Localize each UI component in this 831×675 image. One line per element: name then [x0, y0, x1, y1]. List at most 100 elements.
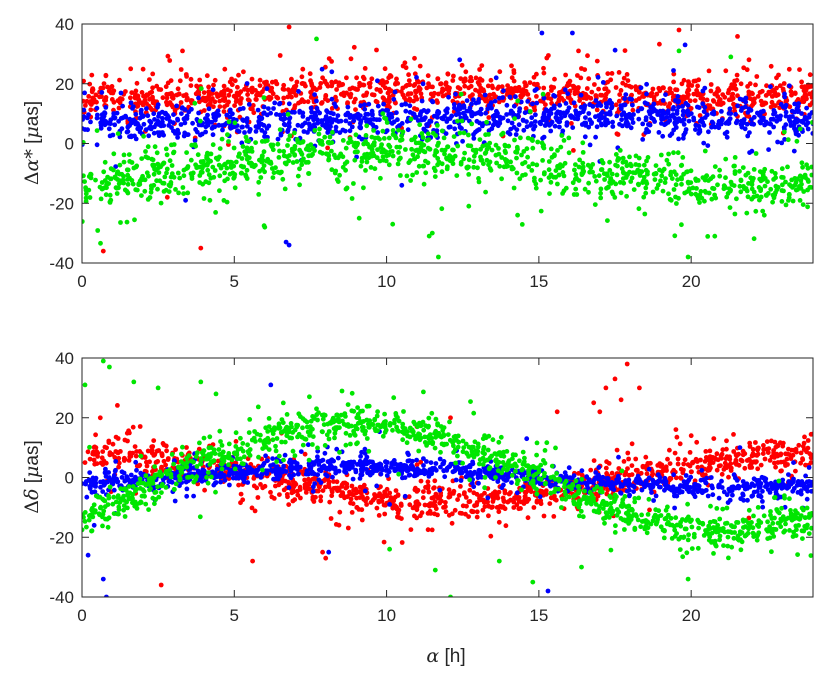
data-point	[386, 96, 392, 101]
data-point	[256, 179, 262, 185]
data-point	[379, 142, 384, 148]
data-point	[221, 83, 227, 89]
data-point	[631, 112, 636, 117]
data-point	[188, 157, 194, 163]
data-point	[309, 109, 314, 115]
data-point	[496, 509, 502, 515]
data-point	[810, 100, 813, 105]
data-point	[82, 98, 86, 104]
data-point	[500, 130, 506, 136]
data-point	[535, 139, 541, 145]
data-point	[382, 85, 388, 91]
data-point	[527, 109, 533, 114]
data-point	[609, 470, 615, 476]
data-point	[756, 445, 761, 451]
data-point	[648, 104, 653, 110]
data-point	[112, 174, 118, 180]
data-point	[163, 462, 169, 468]
data-point	[409, 146, 414, 152]
data-point	[344, 75, 349, 81]
data-point	[681, 122, 687, 127]
data-point	[295, 492, 301, 498]
data-point	[717, 173, 723, 179]
data-point	[773, 464, 778, 470]
data-point	[110, 132, 116, 138]
data-point	[452, 153, 458, 159]
data-point	[497, 114, 503, 120]
data-point	[125, 124, 131, 130]
data-point	[372, 166, 378, 172]
data-point	[810, 131, 813, 136]
data-point	[111, 167, 116, 173]
data-point	[428, 501, 434, 506]
data-point	[254, 485, 260, 491]
data-point	[419, 131, 425, 136]
data-point	[487, 166, 493, 171]
data-point	[456, 111, 462, 116]
data-point	[375, 103, 381, 109]
data-point	[259, 121, 264, 127]
data-point	[275, 136, 281, 142]
data-point	[494, 160, 499, 166]
data-point	[633, 84, 638, 90]
data-point	[184, 486, 190, 492]
data-point	[432, 503, 438, 509]
data-point	[217, 188, 222, 194]
data-point	[477, 89, 482, 95]
data-point	[121, 152, 127, 158]
data-point	[477, 93, 483, 98]
data-point	[268, 110, 273, 116]
data-point	[778, 102, 784, 107]
data-point	[459, 62, 465, 68]
data-point	[179, 111, 184, 116]
data-point	[635, 181, 641, 187]
data-point	[331, 479, 336, 484]
data-point	[807, 72, 813, 78]
data-point	[497, 69, 503, 75]
data-point	[672, 450, 678, 456]
data-point	[82, 107, 87, 113]
data-point	[617, 92, 623, 97]
data-point	[780, 440, 786, 446]
data-point	[99, 112, 105, 117]
data-point	[674, 201, 679, 206]
data-point	[270, 147, 276, 153]
data-point	[503, 523, 509, 529]
data-point	[142, 454, 148, 460]
data-point	[231, 175, 237, 181]
data-point	[744, 67, 750, 73]
data-point	[671, 71, 677, 77]
data-point	[322, 134, 328, 140]
data-point	[757, 112, 762, 118]
data-point	[336, 82, 342, 88]
data-point	[530, 138, 535, 144]
data-point	[586, 76, 592, 82]
data-point	[201, 90, 207, 95]
data-point	[325, 145, 330, 151]
data-point	[462, 83, 468, 89]
data-point	[555, 181, 560, 187]
data-point	[614, 172, 620, 178]
data-point	[460, 110, 466, 116]
data-point	[724, 446, 729, 452]
y-tick-label: 20	[55, 75, 74, 94]
data-point	[299, 123, 305, 129]
data-point	[159, 464, 165, 470]
data-point	[630, 120, 636, 125]
data-point	[431, 113, 437, 119]
data-point	[145, 113, 151, 119]
data-point	[735, 93, 740, 99]
data-point	[744, 210, 750, 216]
data-point	[712, 91, 718, 97]
data-point	[682, 190, 688, 196]
data-point	[626, 456, 631, 462]
data-point	[299, 158, 305, 164]
data-point	[264, 86, 270, 92]
data-point	[403, 83, 409, 89]
data-point	[159, 453, 165, 459]
data-point	[762, 122, 767, 128]
data-point	[569, 121, 574, 126]
data-point	[732, 155, 738, 160]
data-point	[476, 179, 482, 185]
outlier-point	[320, 549, 325, 555]
